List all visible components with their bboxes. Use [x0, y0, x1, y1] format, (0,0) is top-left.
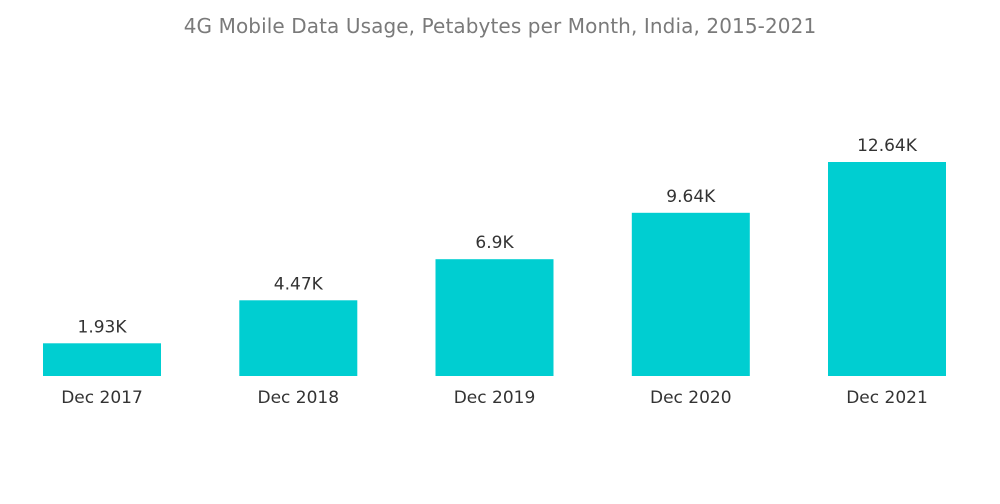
chart-title: 4G Mobile Data Usage, Petabytes per Mont…	[183, 14, 817, 38]
x-tick-label: Dec 2019	[454, 388, 536, 408]
bar-dec-2020	[631, 212, 750, 376]
data-label: 4.47K	[274, 274, 324, 294]
x-tick-label: Dec 2021	[846, 388, 928, 408]
data-label: 12.64K	[857, 136, 918, 156]
data-label: 6.9K	[475, 233, 514, 253]
bar-dec-2019	[435, 259, 554, 376]
bar-dec-2018	[239, 300, 358, 376]
bar-dec-2017	[43, 343, 161, 376]
x-tick-label: Dec 2018	[258, 388, 340, 408]
data-label: 9.64K	[666, 187, 716, 207]
data-label: 1.93K	[78, 317, 128, 337]
x-tick-label: Dec 2017	[61, 388, 143, 408]
bar-dec-2021	[828, 162, 946, 376]
x-tick-label: Dec 2020	[650, 388, 732, 408]
